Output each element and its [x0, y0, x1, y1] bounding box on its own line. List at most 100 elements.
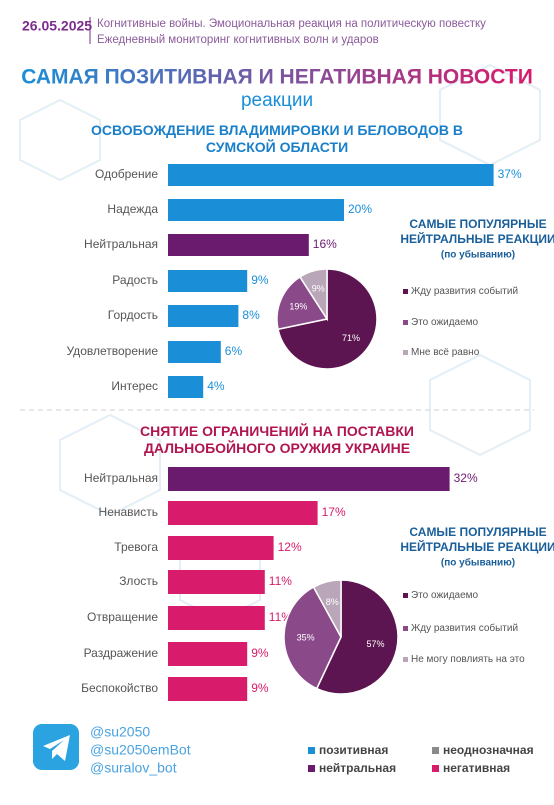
slice-label: 57%	[366, 639, 384, 649]
bar	[168, 467, 450, 491]
legend-label: Мне всё равно	[411, 347, 480, 358]
bar	[168, 606, 265, 630]
text-box: Жду развития событий	[411, 623, 519, 634]
slice-label: 8%	[326, 597, 339, 607]
bar	[168, 305, 239, 327]
text-box: Жду развития событий	[411, 286, 519, 297]
pie-subtitle: (по убыванию)	[441, 249, 515, 261]
text-box: САМЫЕ ПОПУЛЯРНЫЕ НЕЙТРАЛЬНЫЕ РЕАКЦИИ	[400, 525, 554, 554]
legend-swatch	[432, 747, 439, 754]
bar	[168, 677, 248, 701]
telegram-icon	[33, 724, 79, 770]
chart-title: СНЯТИЕ ОГРАНИЧЕНИЙ НА ПОСТАВКИ ДАЛЬНОБОЙ…	[140, 423, 414, 456]
social-handle: @su2050emBot	[90, 742, 191, 758]
social-handle: @su2050	[90, 724, 150, 740]
value-label: 32%	[454, 471, 478, 485]
social-handle: @suralov_bot	[90, 760, 177, 776]
legend-swatch	[403, 320, 408, 325]
category-label: Нейтральная	[84, 237, 158, 251]
text-box: Это ожидаемо	[411, 590, 479, 601]
value-label: 9%	[251, 646, 269, 660]
bar	[168, 270, 248, 292]
pie-title: САМЫЕ ПОПУЛЯРНЫЕ НЕЙТРАЛЬНЫЕ РЕАКЦИИ	[400, 217, 554, 246]
chart-title: ОСВОБОЖДЕНИЕ ВЛАДИМИРОВКИ И БЕЛОВОДОВ В …	[91, 122, 463, 155]
value-label: 4%	[207, 379, 225, 393]
legend-swatch	[403, 593, 408, 598]
pie-slice	[312, 579, 342, 638]
category-label: Одобрение	[95, 167, 158, 181]
legend-label: Это ожидаемо	[411, 317, 479, 328]
legend-label: неоднозначная	[443, 743, 534, 757]
legend-label: Не могу повлиять на это	[411, 654, 525, 665]
bar	[168, 234, 309, 256]
legend-swatch	[403, 657, 408, 662]
bar	[168, 501, 318, 525]
slice-label: 71%	[342, 333, 360, 343]
legend-label: позитивная	[319, 743, 388, 757]
text-box: СНЯТИЕ ОГРАНИЧЕНИЙ НА ПОСТАВКИ ДАЛЬНОБОЙ…	[140, 423, 414, 456]
bar	[168, 164, 494, 186]
legend-swatch	[308, 765, 315, 772]
value-label: 9%	[251, 273, 269, 287]
header-line: Когнитивные войны. Эмоциональная реакция…	[97, 18, 486, 30]
legend-swatch	[403, 289, 408, 294]
bar	[168, 536, 274, 560]
value-label: 17%	[322, 505, 346, 519]
category-label: Раздражение	[84, 646, 159, 660]
value-label: 9%	[251, 681, 269, 695]
bar	[168, 642, 248, 666]
category-label: Отвращение	[87, 610, 158, 624]
bar	[168, 376, 204, 398]
category-label: Нейтральная	[84, 471, 158, 485]
category-label: Беспокойство	[81, 681, 158, 695]
value-label: 37%	[498, 167, 522, 181]
pie-title: САМЫЕ ПОПУЛЯРНЫЕ НЕЙТРАЛЬНЫЕ РЕАКЦИИ	[400, 525, 554, 554]
slice-label: 19%	[289, 301, 307, 311]
bar	[168, 199, 344, 221]
category-label: Ненависть	[99, 505, 158, 519]
category-label: Интерес	[111, 379, 158, 393]
category-label: Надежда	[107, 202, 158, 216]
legend-label: Это ожидаемо	[411, 590, 479, 601]
legend-label: негативная	[443, 761, 510, 775]
main-title: САМАЯ ПОЗИТИВНАЯ И НЕГАТИВНАЯ НОВОСТИ	[21, 66, 533, 89]
value-label: 12%	[278, 540, 302, 554]
header-line: Ежедневный мониторинг когнитивных волн и…	[97, 34, 379, 46]
legend-label: Жду развития событий	[411, 286, 519, 297]
bar	[168, 570, 265, 594]
value-label: 6%	[225, 344, 243, 358]
bar	[168, 341, 221, 363]
subtitle: реакции	[241, 90, 313, 111]
value-label: 16%	[313, 237, 337, 251]
category-label: Удовлетворение	[67, 344, 159, 358]
text-box: Не могу повлиять на это	[411, 654, 525, 665]
category-label: Злость	[119, 574, 158, 588]
legend-swatch	[308, 747, 315, 754]
telegram-plane	[43, 735, 70, 761]
pie-subtitle: (по убыванию)	[441, 557, 515, 569]
category-label: Радость	[112, 273, 158, 287]
legend-swatch	[403, 626, 408, 631]
pie-slice	[315, 579, 399, 695]
text-box: ОСВОБОЖДЕНИЕ ВЛАДИМИРОВКИ И БЕЛОВОДОВ В …	[91, 122, 463, 155]
text-box: САМЫЕ ПОПУЛЯРНЫЕ НЕЙТРАЛЬНЫЕ РЕАКЦИИ	[400, 217, 554, 246]
legend-swatch	[432, 765, 439, 772]
text-box: Это ожидаемо	[411, 317, 479, 328]
legend-swatch	[403, 350, 408, 355]
value-label: 11%	[269, 574, 292, 588]
slice-label: 9%	[312, 284, 325, 294]
category-label: Тревога	[114, 540, 158, 554]
pie-slice	[276, 275, 329, 331]
category-label: Гордость	[108, 308, 158, 322]
value-label: 8%	[242, 308, 260, 322]
hexagon-pattern	[19, 63, 541, 622]
legend-label: Жду развития событий	[411, 623, 519, 634]
text-box: Мне всё равно	[411, 347, 480, 358]
value-label: 20%	[348, 202, 372, 216]
date: 26.05.2025	[22, 18, 92, 34]
pie-slice	[298, 268, 328, 322]
legend-label: нейтральная	[319, 761, 396, 775]
slice-label: 35%	[297, 632, 315, 642]
